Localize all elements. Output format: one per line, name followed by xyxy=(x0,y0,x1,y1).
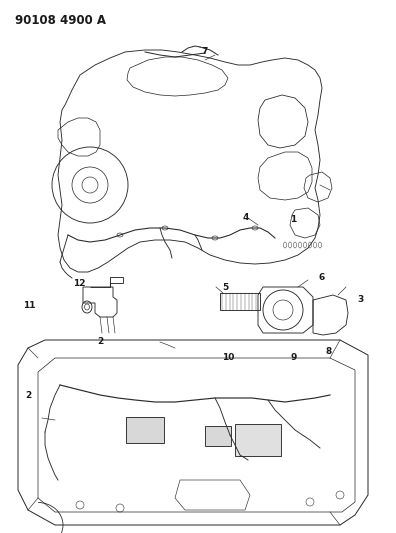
Text: 1: 1 xyxy=(290,215,296,224)
Text: 5: 5 xyxy=(222,284,228,293)
Text: 90108 4900 A: 90108 4900 A xyxy=(15,14,106,27)
FancyBboxPatch shape xyxy=(205,426,231,446)
Text: 3: 3 xyxy=(357,295,363,304)
Text: 2: 2 xyxy=(25,391,31,400)
FancyBboxPatch shape xyxy=(235,424,281,456)
Text: 6: 6 xyxy=(319,273,325,282)
FancyBboxPatch shape xyxy=(126,417,164,443)
Text: 7: 7 xyxy=(202,47,208,56)
Text: 9: 9 xyxy=(291,352,297,361)
Text: 10: 10 xyxy=(222,352,234,361)
Text: 4: 4 xyxy=(243,214,249,222)
Text: 8: 8 xyxy=(326,348,332,357)
Text: 2: 2 xyxy=(97,337,103,346)
Text: 11: 11 xyxy=(23,301,35,310)
Text: 12: 12 xyxy=(73,279,85,287)
